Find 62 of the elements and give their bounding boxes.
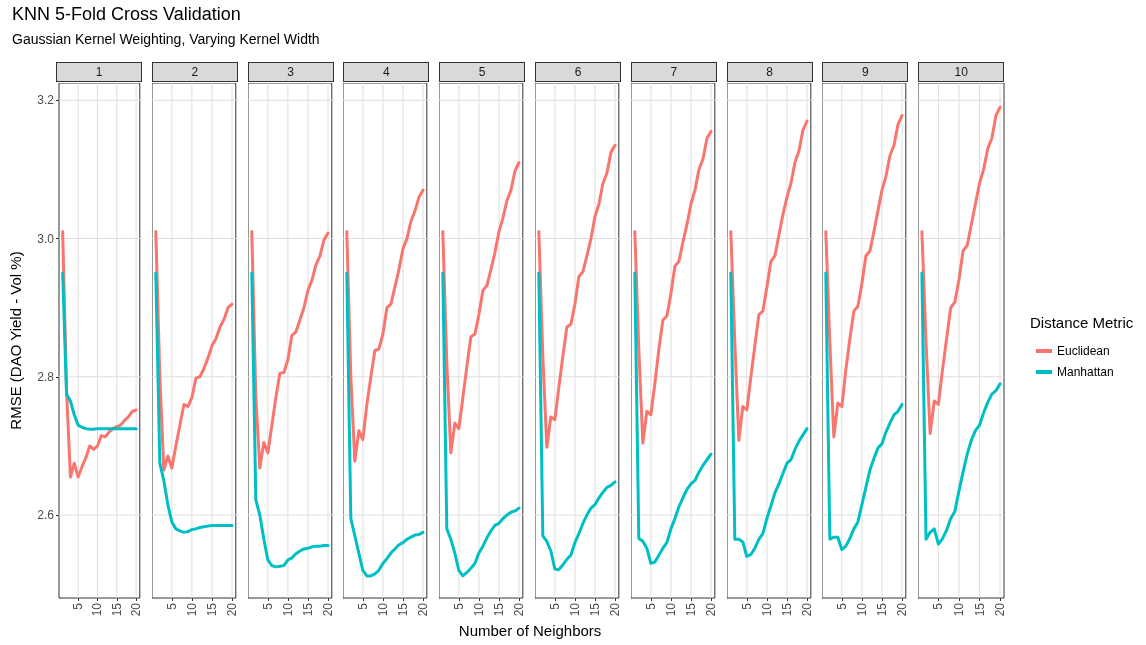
- x-tick-label: 20: [799, 602, 814, 617]
- text: KNN 5-Fold Cross Validation: [12, 4, 241, 25]
- x-tick-label: 10: [663, 602, 678, 617]
- y-axis-title: RMSE (DAO Yield - Vol %): [7, 251, 24, 430]
- x-tick-label: 20: [608, 602, 622, 617]
- x-tick-label: 10: [184, 602, 199, 617]
- x-tick-label: 10: [90, 602, 105, 617]
- x-tick-label: 20: [129, 602, 144, 617]
- x-tick-label: 5: [452, 602, 467, 610]
- x-tick-label: 20: [703, 602, 718, 617]
- x-tick-label: 20: [993, 602, 1008, 617]
- x-tick-label: 5: [547, 602, 562, 610]
- chart-title: 5: [439, 62, 526, 82]
- x-tick-label: 15: [875, 602, 890, 617]
- x-tick-label: 15: [204, 602, 219, 617]
- x-tick-label: 20: [320, 602, 335, 617]
- x-tick-label: 15: [683, 602, 698, 617]
- x-tick-label: 5: [164, 602, 179, 610]
- x-tick-label: 5: [931, 602, 946, 610]
- x-tick-label: 10: [567, 602, 582, 617]
- chart-title: 2: [151, 62, 238, 82]
- x-tick-label: 20: [895, 602, 910, 617]
- chart-title: 10: [918, 62, 1005, 82]
- x-tick-label: 20: [512, 602, 527, 617]
- y-tick-label: 3.0: [37, 231, 55, 246]
- legend-label: Manhattan: [1057, 365, 1114, 379]
- x-tick-label: 15: [109, 602, 124, 617]
- x-tick-label: 15: [300, 602, 315, 617]
- x-tick-label: 5: [356, 602, 371, 610]
- x-tick-label: 5: [71, 602, 86, 610]
- x-tick-label: 10: [280, 602, 295, 617]
- x-tick-label: 5: [643, 602, 658, 610]
- y-tick-label: 2.8: [37, 369, 55, 384]
- y-tick-label: 3.2: [37, 93, 55, 108]
- x-tick-label: 15: [972, 602, 987, 617]
- x-tick-label: 15: [396, 602, 411, 617]
- x-tick-label: 20: [224, 602, 239, 617]
- legend-label: Euclidean: [1057, 344, 1110, 358]
- x-tick-label: 5: [835, 602, 850, 610]
- chart-title: 8: [726, 62, 813, 82]
- x-tick-label: 10: [855, 602, 870, 617]
- x-axis-title: Number of Neighbors: [457, 622, 603, 639]
- text: Gaussian Kernel Weighting, Varying Kernel Width: [12, 31, 320, 47]
- x-tick-label: 15: [587, 602, 602, 617]
- line-series: [61, 271, 138, 431]
- chart-title: 4: [343, 62, 430, 82]
- legend-title: Distance Metric: [1030, 314, 1135, 331]
- chart-title: 6: [535, 62, 621, 82]
- y-tick-label: 2.6: [37, 508, 55, 523]
- x-tick-label: 5: [260, 602, 275, 610]
- x-tick-label: 10: [759, 602, 774, 617]
- x-tick-label: 10: [952, 602, 967, 617]
- chart-title: 9: [822, 62, 909, 82]
- chart-title: 1: [56, 62, 142, 82]
- x-tick-label: 5: [739, 602, 754, 610]
- x-tick-label: 10: [376, 602, 391, 617]
- chart-title: 7: [630, 62, 717, 82]
- x-tick-label: 15: [779, 602, 794, 617]
- x-tick-label: 15: [492, 602, 507, 617]
- chart-title: 3: [247, 62, 334, 82]
- x-tick-label: 10: [472, 602, 487, 617]
- x-tick-label: 20: [416, 602, 431, 617]
